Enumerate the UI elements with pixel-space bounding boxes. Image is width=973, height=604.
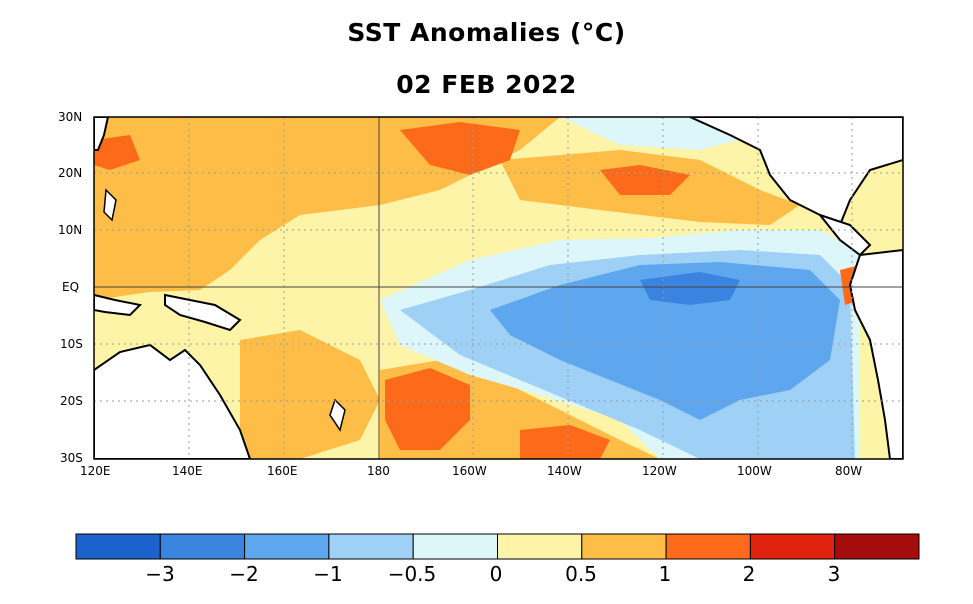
equator-dateline xyxy=(94,117,903,459)
colorbar-swatch xyxy=(665,533,751,560)
colorbar-label: 0 xyxy=(489,562,503,586)
map-frame xyxy=(93,116,904,460)
colorbar-label: 3 xyxy=(827,562,841,586)
land-philippines xyxy=(103,188,117,222)
land-central-america xyxy=(817,212,872,257)
anomaly-spot-hot-3 xyxy=(520,425,610,459)
land-new-guinea xyxy=(164,293,242,332)
lon-label: 160W xyxy=(452,464,487,478)
lat-label: EQ xyxy=(62,280,80,294)
lat-label: 10N xyxy=(58,223,83,237)
lat-label: 30N xyxy=(58,110,83,124)
colorbar-swatch xyxy=(834,533,920,560)
land-new-zealand xyxy=(329,398,346,432)
lat-label: 30S xyxy=(60,451,83,465)
colorbar-swatch xyxy=(412,533,499,560)
colorbar-label: −2 xyxy=(229,562,259,586)
colorbar-label: 2 xyxy=(742,562,756,586)
anomaly-spot-hot-1 xyxy=(400,122,520,175)
lat-label: 20S xyxy=(60,394,83,408)
lon-label: 160E xyxy=(267,464,298,478)
anomaly-spot-hot-2 xyxy=(385,368,470,450)
anomaly-region-cool-north xyxy=(560,117,740,150)
lon-label: 80W xyxy=(835,464,863,478)
anomaly-region-warm-sw xyxy=(240,330,380,459)
lon-label: 140E xyxy=(172,464,203,478)
colorbar-swatch xyxy=(581,533,667,560)
lon-label: 120W xyxy=(642,464,677,478)
colorbar-swatch xyxy=(497,533,583,560)
colorbar-label: −3 xyxy=(145,562,175,586)
lat-label: 20N xyxy=(58,166,83,180)
lon-label: 100W xyxy=(737,464,772,478)
lon-label: 140W xyxy=(547,464,582,478)
land-indonesia xyxy=(94,293,143,317)
colorbar-swatch xyxy=(159,533,246,560)
colorbar-swatch xyxy=(244,533,330,560)
land-australia xyxy=(94,343,252,459)
colorbar-swatch xyxy=(749,533,836,560)
colorbar-label: 0.5 xyxy=(565,562,597,586)
colorbar-label: −0.5 xyxy=(387,562,437,586)
anomaly-spot-hot-5 xyxy=(94,135,140,170)
anomaly-region-cool-deep xyxy=(640,272,740,305)
colorbar-label: −1 xyxy=(313,562,343,586)
colorbar-swatch xyxy=(75,533,161,560)
lon-label: 180 xyxy=(367,464,390,478)
lat-label: 10S xyxy=(60,337,83,351)
colorbar-label: 1 xyxy=(658,562,672,586)
land-asia xyxy=(94,117,110,151)
map-date: 02 FEB 2022 xyxy=(396,70,577,99)
colorbar-swatch xyxy=(328,533,414,560)
anomaly-region-cool-core xyxy=(490,262,840,420)
map-title: SST Anomalies (°C) xyxy=(347,18,626,47)
lon-label: 120E xyxy=(80,464,111,478)
